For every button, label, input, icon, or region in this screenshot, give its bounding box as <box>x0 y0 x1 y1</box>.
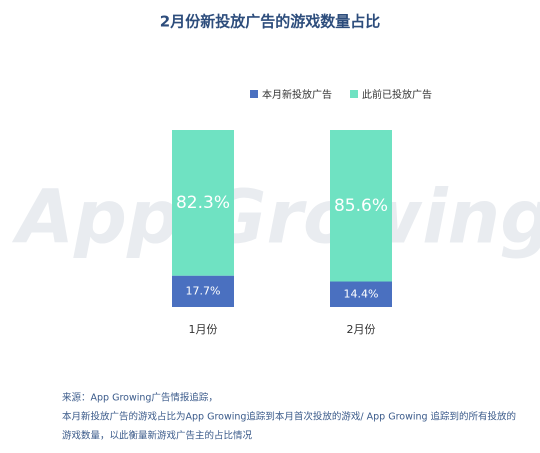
footnote: 本月新投放广告的游戏占比为App Growing追踪到本月首次投放的游戏/ Ap… <box>62 411 516 423</box>
footnote: 游戏数量，以此衡量新游戏广告主的占比情况 <box>62 430 253 442</box>
bar-segment <box>172 130 234 276</box>
bar-segment <box>330 281 392 307</box>
footnote: 来源：App Growing广告情报追踪， <box>62 392 218 404</box>
bar-segment <box>172 275 234 307</box>
legend-swatch <box>250 90 258 98</box>
x-tick-label: 2月份 <box>347 323 376 336</box>
legend-label: 此前已投放广告 <box>362 88 432 101</box>
x-tick-label: 1月份 <box>189 323 218 336</box>
legend-label: 本月新投放广告 <box>262 88 332 101</box>
data-label: 14.4% <box>344 287 379 300</box>
bar-segment <box>330 130 392 282</box>
chart-title: 2月份新投放广告的游戏数量占比 <box>160 13 380 31</box>
data-label: 17.7% <box>186 284 221 297</box>
watermark: App Growing <box>12 175 540 261</box>
data-label: 82.3% <box>176 193 230 213</box>
legend-swatch <box>350 90 358 98</box>
data-label: 85.6% <box>334 196 388 216</box>
